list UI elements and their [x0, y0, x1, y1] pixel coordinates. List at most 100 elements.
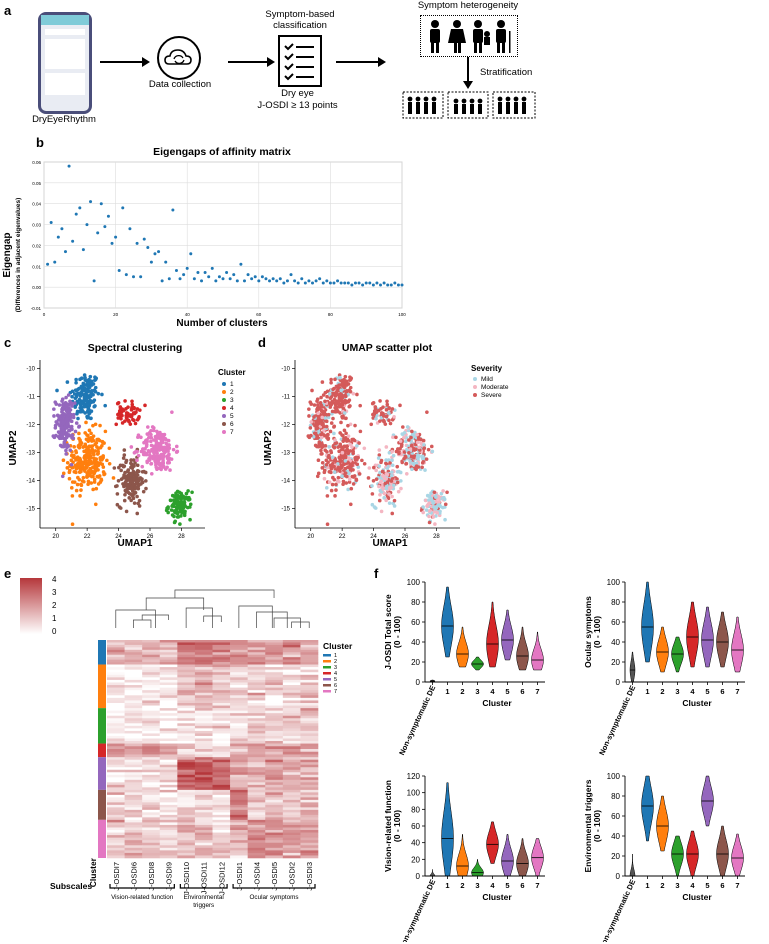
violin-category-label: 2 — [460, 687, 464, 696]
heatmap-cell — [265, 728, 284, 732]
heatmap-cell — [212, 754, 231, 758]
heatmap-cell — [230, 819, 248, 823]
spectral-point — [157, 454, 162, 458]
heatmap-cell — [159, 741, 178, 744]
spectral-point — [75, 409, 80, 414]
heatmap-cell — [212, 718, 231, 722]
heatmap-cell — [247, 797, 266, 801]
spectral-point — [140, 477, 144, 481]
heatmap-column-label: J-OSDI3 — [305, 862, 314, 891]
heatmap-cell — [282, 767, 301, 771]
heatmap-cell — [177, 677, 196, 681]
spectral-point — [187, 497, 192, 502]
spectral-point — [58, 443, 63, 448]
heatmap-cell — [194, 759, 213, 763]
violin-ytick-label: 40 — [411, 839, 420, 848]
umap-point — [326, 415, 331, 420]
heatmap-cell — [159, 713, 178, 717]
heatmap-cell — [177, 764, 196, 768]
spectral-point — [85, 415, 90, 420]
people-group-box — [420, 15, 518, 57]
dendrogram-branch — [185, 607, 213, 628]
umap-point — [320, 380, 325, 384]
spectral-point — [70, 522, 75, 527]
umap-point — [369, 422, 374, 427]
heatmap-cell — [124, 674, 143, 678]
heatmap-cell — [159, 802, 178, 806]
heatmap-cell — [142, 751, 161, 755]
spectral-ylabel: UMAP2 — [8, 430, 19, 465]
heatmap-cell — [212, 664, 231, 668]
eigengap-point — [60, 227, 64, 231]
spectral-point — [169, 457, 174, 461]
spectral-point — [84, 420, 88, 425]
heatmap-cell — [177, 855, 196, 859]
heatmap-cell — [177, 812, 196, 816]
colorbar — [20, 578, 42, 634]
heatmap-cell — [265, 807, 284, 811]
heatmap-cell — [177, 797, 196, 801]
violin-ytick-label: 60 — [411, 618, 420, 627]
heatmap-cell — [230, 674, 248, 678]
heatmap-cell — [142, 799, 161, 803]
heatmap-cell — [142, 789, 161, 793]
umap-point — [395, 464, 400, 469]
heatmap-cell — [212, 657, 231, 660]
heatmap-cell — [247, 757, 266, 760]
umap-point — [441, 489, 445, 493]
umap-point — [384, 461, 388, 466]
heatmap-cell — [212, 652, 231, 656]
heatmap-cell — [212, 697, 231, 701]
cluster-row-color-bar — [98, 640, 106, 665]
heatmap-cell — [142, 640, 161, 643]
umap-ytick-label: -12 — [281, 422, 290, 428]
heatmap-cell — [194, 767, 213, 771]
umap-point — [427, 509, 432, 513]
umap-point — [316, 420, 321, 424]
umap-point — [357, 472, 362, 476]
heatmap-cell — [107, 697, 125, 701]
heatmap-cell — [300, 718, 319, 722]
heatmap-cell — [194, 842, 213, 846]
heatmap-cell — [265, 817, 284, 821]
heatmap-cell — [230, 852, 248, 856]
heatmap-cell — [107, 690, 125, 694]
spectral-point — [79, 401, 84, 406]
heatmap-cell — [142, 784, 161, 788]
umap-point — [408, 459, 412, 463]
heatmap-cell — [247, 814, 266, 818]
spectral-point — [97, 474, 102, 478]
umap-point — [435, 511, 439, 515]
eigengap-point — [350, 283, 354, 287]
heatmap-cell — [107, 654, 125, 658]
heatmap-cell — [282, 669, 301, 673]
heatmap-cell — [212, 757, 231, 760]
umap-point — [346, 423, 350, 428]
eigengap-point — [92, 279, 96, 283]
heatmap-cell — [124, 649, 143, 653]
heatmap-cell — [230, 654, 248, 658]
spectral-point — [103, 403, 107, 408]
heatmap-cell — [194, 710, 213, 714]
heatmap-cell — [194, 640, 213, 643]
spectral-point — [180, 511, 184, 515]
heatmap-cell — [300, 654, 319, 658]
umap-point — [406, 428, 411, 433]
spectral-point — [149, 462, 153, 466]
heatmap-cell — [194, 751, 213, 755]
heatmap-cell — [282, 728, 301, 732]
heatmap-cell — [212, 667, 231, 670]
heatmap-cell — [177, 733, 196, 737]
heatmap-cell — [282, 705, 301, 709]
heatmap-cell — [124, 779, 143, 783]
heatmap-cell — [124, 702, 143, 706]
heatmap-cell — [124, 690, 143, 694]
eigengap-ylabel: Eigengap — [2, 232, 13, 277]
heatmap-cell — [247, 835, 266, 838]
umap-point — [387, 492, 391, 496]
heatmap-cell — [230, 640, 248, 643]
eigengap-point — [149, 260, 153, 264]
heatmap-cell — [265, 654, 284, 658]
umap-point — [324, 424, 329, 429]
heatmap-cell — [142, 659, 161, 663]
